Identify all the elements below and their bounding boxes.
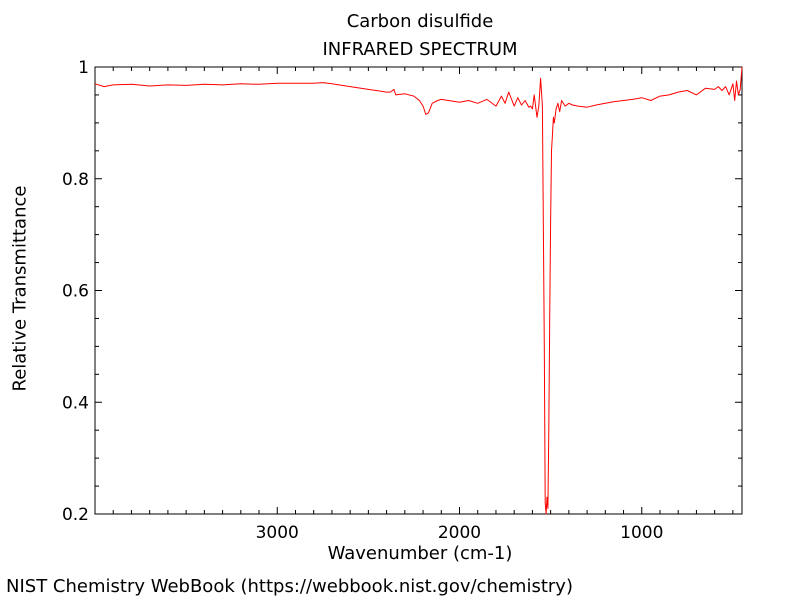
y-tick-label-2: 0.6 <box>62 282 89 302</box>
chart-title: Carbon disulfide <box>346 11 494 32</box>
y-axis-label: Relative Transmittance <box>9 185 31 392</box>
plot-frame <box>94 66 743 515</box>
x-tick-label-1: 2000 <box>438 523 481 543</box>
x-axis-label: Wavenumber (cm-1) <box>327 543 513 564</box>
y-tick-label-1: 0.8 <box>62 170 89 190</box>
x-tick-label-0: 3000 <box>256 523 299 543</box>
footer-credit: NIST Chemistry WebBook (https://webbook.… <box>6 576 573 597</box>
y-tick-label-0: 1 <box>78 58 89 78</box>
y-tick-label-3: 0.4 <box>62 393 89 413</box>
x-tick-label-2: 1000 <box>620 523 663 543</box>
chart-subtitle: INFRARED SPECTRUM <box>322 39 518 60</box>
series-layer <box>94 66 743 515</box>
spectrum-line-0 <box>94 66 743 515</box>
tick-layer <box>95 66 742 515</box>
y-tick-label-4: 0.2 <box>62 505 89 525</box>
tick-label-layer: 3000 2000 1000 1 0.8 0.6 0.4 0.2 <box>62 58 663 543</box>
